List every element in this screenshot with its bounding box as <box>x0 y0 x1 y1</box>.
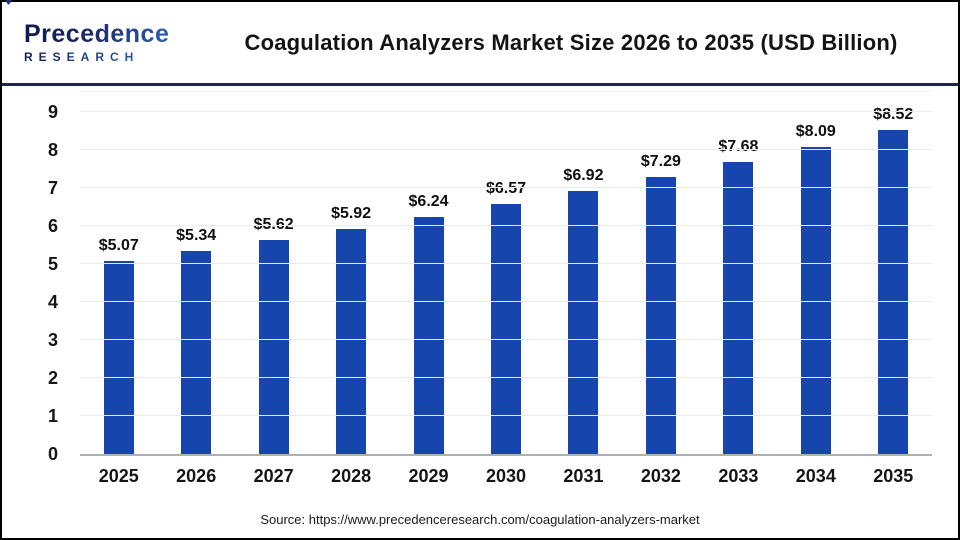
bar-2026 <box>181 251 212 454</box>
gridline <box>80 187 932 188</box>
y-tick-label: 5 <box>47 254 58 274</box>
gridline <box>80 415 932 417</box>
page-title: Coagulation Analyzers Market Size 2026 t… <box>244 29 898 55</box>
x-tick-label: 2034 <box>795 466 836 486</box>
bar-2025 <box>103 261 134 454</box>
bar-2027 <box>258 240 289 454</box>
bar-2030 <box>490 204 521 454</box>
logo: Precedence RESEARCH <box>5 0 214 63</box>
x-tick-label: 2035 <box>873 466 914 486</box>
gridline <box>80 339 932 340</box>
bar-slot: $8.09 <box>777 112 854 454</box>
bars-container: $5.07 $5.34 $5.62 $5.92 $6.24 $6.57 $6.92 $7.29… <box>80 106 932 454</box>
bar-value-label: $7.29 <box>640 152 681 170</box>
bar-slot: $6.57 <box>467 112 544 454</box>
bar-2029 <box>413 216 444 454</box>
bar-2028 <box>336 229 367 454</box>
gridline <box>80 263 932 264</box>
x-tick-label: 2033 <box>718 466 759 486</box>
bar-chart: $5.07 $5.34 $5.62 $5.92 $6.24 $6.57 $6.92 $7.29… <box>2 86 958 487</box>
x-axis-labels: 2025 2026 2027 2028 2029 2030 2031 2032 2033 2034… <box>80 456 932 487</box>
bar-2032 <box>645 176 676 454</box>
bar-value-label: $8.52 <box>873 106 914 124</box>
y-tick-label: 3 <box>47 330 58 351</box>
plot-wrap: $5.07 $5.34 $5.62 $5.92 $6.24 $6.57 $6.92 $7.29… <box>48 91 932 464</box>
bar-2035 <box>878 130 909 454</box>
y-tick-label: 1 <box>47 406 58 427</box>
logo-subtext: RESEARCH <box>24 51 214 63</box>
header: Precedence RESEARCH Coagulation Analyzer… <box>2 0 958 86</box>
gridline <box>80 301 932 303</box>
bar-value-label: $5.34 <box>176 227 217 245</box>
y-tick-label: 2 <box>47 368 58 389</box>
x-tick-label: 2032 <box>640 466 681 486</box>
x-tick-label: 2027 <box>253 466 294 486</box>
y-tick-label: 0 <box>47 444 58 464</box>
gridline <box>80 377 932 379</box>
bar-value-label: $6.92 <box>563 167 604 185</box>
gridline <box>80 225 932 226</box>
gridline <box>80 111 932 112</box>
y-tick-label: 7 <box>47 178 58 198</box>
x-tick-label: 2031 <box>563 466 604 486</box>
bar-slot: $6.92 <box>545 112 622 454</box>
y-tick-label: 8 <box>47 140 58 161</box>
bar-value-label: $6.57 <box>485 180 527 198</box>
x-tick-label: 2025 <box>98 466 139 486</box>
x-tick-label: 2029 <box>408 466 449 486</box>
gridline <box>80 149 932 151</box>
bar-slot: $5.07 <box>80 112 157 454</box>
bar-value-label: $5.07 <box>98 237 139 255</box>
bar-slot: $8.52 <box>855 106 932 454</box>
bar-slot: $7.29 <box>622 112 699 454</box>
bar-slot: $5.34 <box>157 112 234 454</box>
bar-slot: $5.92 <box>312 112 389 454</box>
footer: Source: https://www.precedenceresearch.c… <box>2 512 958 538</box>
bar-value-label: $8.09 <box>795 122 836 140</box>
y-tick-label: 6 <box>47 216 58 237</box>
bar-value-label: $6.24 <box>408 192 449 210</box>
bar-value-label: $5.92 <box>331 205 372 223</box>
x-tick-label: 2028 <box>331 466 372 486</box>
bar-2033 <box>723 162 754 454</box>
logo-wordmark: Precedence <box>24 22 214 47</box>
bar-value-label: $7.68 <box>718 138 759 156</box>
bar-slot: $5.62 <box>235 112 312 454</box>
y-tick-label: 4 <box>47 292 58 313</box>
source-note: Source: https://www.precedenceresearch.c… <box>260 512 700 527</box>
plot-area: $5.07 $5.34 $5.62 $5.92 $6.24 $6.57 $6.92 $7.29… <box>48 91 932 464</box>
bar-2031 <box>568 191 599 454</box>
bar-2034 <box>800 146 831 454</box>
y-tick-label: 9 <box>47 102 58 122</box>
x-tick-label: 2026 <box>176 466 217 486</box>
leaf-icon <box>1 0 16 6</box>
bar-slot: $6.24 <box>390 112 467 454</box>
bar-value-label: $5.62 <box>253 216 294 234</box>
x-tick-label: 2030 <box>485 466 527 486</box>
bar-slot: $7.68 <box>700 112 777 454</box>
